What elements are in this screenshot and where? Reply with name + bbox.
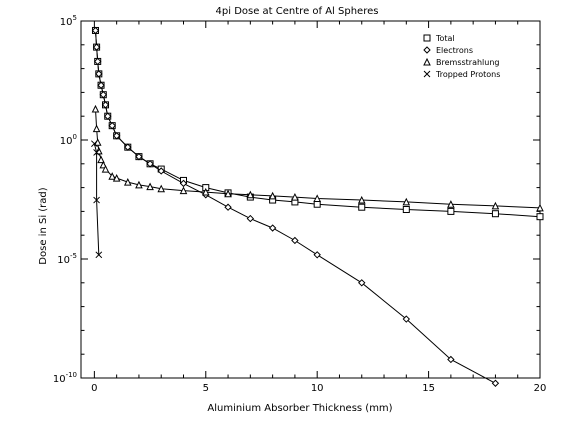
- data-point-tropped-protons: [93, 149, 100, 156]
- y-tick-label: 10-5: [57, 252, 77, 266]
- legend-label: Tropped Protons: [435, 70, 500, 79]
- data-point-bremsstrahlung: [357, 195, 366, 204]
- x-tick-label: 5: [203, 383, 209, 394]
- legend-label: Total: [435, 34, 455, 43]
- x-tick-label: 15: [422, 383, 435, 394]
- data-point-bremsstrahlung: [246, 190, 255, 199]
- data-point-total: [536, 213, 544, 221]
- data-point-bremsstrahlung: [108, 172, 117, 180]
- data-point-tropped-protons: [93, 196, 100, 204]
- data-point-electrons: [95, 70, 103, 78]
- data-point-electrons: [146, 160, 154, 168]
- data-point-bremsstrahlung: [91, 104, 100, 113]
- series-line-tropped-protons: [93, 143, 100, 255]
- legend-marker: [423, 34, 431, 42]
- data-point-bremsstrahlung: [491, 201, 500, 210]
- y-axis: 10-10 10-5 100 105: [53, 14, 540, 385]
- y-tick-label: 105: [60, 14, 77, 28]
- data-point-bremsstrahlung: [291, 192, 299, 201]
- data-point-electrons: [104, 112, 112, 120]
- data-point-total: [402, 206, 410, 214]
- data-point-electrons: [124, 143, 132, 151]
- data-point-bremsstrahlung: [146, 182, 154, 191]
- x-axis: 0 5 10 15 20: [91, 21, 546, 394]
- x-tick-label: 10: [311, 383, 324, 394]
- data-point-bremsstrahlung: [97, 155, 105, 164]
- data-point-electrons: [135, 152, 143, 161]
- data-point-bremsstrahlung: [99, 160, 108, 169]
- legend-marker: [423, 70, 431, 78]
- data-point-electrons: [402, 315, 411, 323]
- data-point-electrons: [491, 379, 500, 387]
- y-tick-label: 100: [60, 133, 77, 147]
- data-point-electrons: [313, 251, 321, 259]
- data-point-electrons: [94, 57, 102, 66]
- data-point-bremsstrahlung: [536, 203, 544, 212]
- legend-label: Bremsstrahlung: [436, 58, 500, 67]
- data-point-electrons: [108, 121, 116, 130]
- x-tick-label: 20: [534, 383, 547, 394]
- data-point-electrons: [358, 279, 366, 287]
- data-point-electrons: [157, 167, 165, 175]
- data-point-total: [358, 203, 366, 211]
- x-axis-label: Aluminium Absorber Thickness (mm): [207, 403, 392, 414]
- data-point-total: [447, 207, 455, 215]
- data-point-bremsstrahlung: [157, 184, 166, 193]
- data-point-bremsstrahlung: [447, 200, 455, 208]
- data-point-electrons: [447, 355, 455, 364]
- legend-label: Electrons: [436, 46, 473, 55]
- data-point-tropped-protons: [95, 251, 103, 259]
- data-point-electrons: [224, 203, 232, 211]
- legend-marker: [423, 46, 431, 54]
- data-point-bremsstrahlung: [123, 177, 132, 186]
- data-point-tropped-protons: [91, 140, 98, 148]
- data-point-electrons: [91, 26, 100, 35]
- data-point-electrons: [291, 236, 299, 245]
- data-point-electrons: [179, 179, 188, 188]
- chart-title: 4pi Dose at Centre of Al Spheres: [216, 6, 379, 17]
- data-point-bremsstrahlung: [179, 186, 188, 195]
- data-point-electrons: [246, 214, 255, 223]
- data-point-electrons: [99, 90, 107, 99]
- data-point-bremsstrahlung: [201, 187, 210, 196]
- data-point-bremsstrahlung: [313, 194, 321, 202]
- data-point-bremsstrahlung: [101, 164, 110, 173]
- data-point-bremsstrahlung: [112, 174, 121, 182]
- data-point-bremsstrahlung: [402, 197, 411, 206]
- series-line-electrons: [95, 30, 496, 384]
- y-axis-label: Dose in Si (rad): [38, 187, 49, 264]
- legend: Total Electrons Bremsstrahlung Tropped Prot…: [423, 34, 500, 79]
- data-point-electrons: [268, 224, 277, 232]
- data-point-total: [491, 210, 499, 218]
- data-point-bremsstrahlung: [135, 180, 143, 189]
- series-layer: [91, 26, 544, 387]
- data-point-electrons: [92, 43, 101, 51]
- data-point-electrons: [112, 132, 121, 140]
- y-tick-label: 10-10: [53, 371, 77, 385]
- data-point-bremsstrahlung: [268, 191, 277, 200]
- series-line-bremsstrahlung: [95, 108, 541, 209]
- x-tick-label: 0: [91, 383, 97, 394]
- data-point-bremsstrahlung: [92, 124, 101, 133]
- legend-marker: [423, 57, 431, 66]
- data-point-electrons: [97, 81, 105, 89]
- plot-frame: [80, 20, 541, 379]
- data-point-electrons: [101, 101, 110, 109]
- data-point-total: [313, 200, 321, 208]
- data-point-bremsstrahlung: [224, 189, 232, 198]
